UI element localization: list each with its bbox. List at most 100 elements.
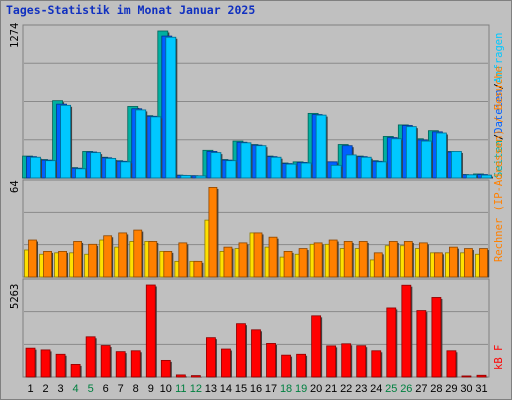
- bar-anfragen-day-20: [315, 114, 327, 179]
- bar-anfragen-day-18: [285, 163, 297, 179]
- bar-anfragen-day-14: [225, 160, 237, 179]
- day-label-6: 6: [103, 383, 109, 395]
- bar-besuche-day-31: [479, 248, 488, 278]
- bar-kb-f-day-18: [281, 354, 291, 378]
- bar-besuche-day-21: [328, 239, 338, 278]
- day-label-19: 19: [295, 383, 307, 395]
- bar-besuche-day-29: [449, 246, 458, 278]
- bar-kb-f-day-3: [55, 353, 66, 378]
- day-label-1: 1: [27, 383, 33, 395]
- bar-kb-f-day-28: [431, 297, 442, 378]
- bar-besuche-day-5: [88, 243, 98, 278]
- bar-anfragen-day-10: [165, 36, 177, 179]
- bar-kb-f-day-12: [190, 375, 201, 378]
- bar-besuche-day-23: [358, 241, 368, 278]
- bar-anfragen-day-13: [210, 152, 222, 179]
- bar-besuche-day-15: [238, 242, 248, 278]
- day-label-8: 8: [133, 383, 139, 395]
- day-label-28: 28: [430, 383, 442, 395]
- bar-kb-f-day-20: [311, 315, 322, 378]
- bar-besuche-day-8: [133, 229, 143, 278]
- bar-anfragen-day-28: [435, 132, 447, 179]
- bar-anfragen-day-16: [255, 145, 267, 179]
- day-label-16: 16: [250, 383, 262, 395]
- bar-anfragen-day-12: [195, 175, 207, 179]
- bar-besuche-day-1: [28, 239, 37, 278]
- bar-anfragen-day-23: [360, 156, 372, 179]
- bar-anfragen-day-8: [135, 109, 147, 179]
- bar-besuche-day-7: [118, 232, 128, 278]
- bar-anfragen-day-26: [405, 126, 417, 179]
- day-label-11: 11: [175, 383, 186, 395]
- bar-besuche-day-19: [298, 248, 308, 278]
- day-label-9: 9: [148, 383, 154, 395]
- day-label-13: 13: [205, 383, 217, 395]
- day-label-7: 7: [118, 383, 124, 395]
- bar-kb-f-day-21: [326, 345, 337, 378]
- bar-kb-f-day-7: [115, 351, 126, 378]
- right-legend-3: kB F: [493, 345, 505, 370]
- bar-besuche-day-4: [73, 241, 83, 278]
- day-label-25: 25: [385, 383, 397, 395]
- bar-kb-f-day-19: [296, 353, 306, 378]
- bar-anfragen-day-3: [60, 104, 71, 179]
- bar-besuche-day-22: [343, 241, 353, 278]
- panel2-max-label: 64: [9, 180, 21, 193]
- bar-besuche-day-10: [163, 251, 173, 278]
- bar-besuche-day-25: [388, 241, 398, 278]
- bar-besuche-day-12: [193, 260, 203, 278]
- day-label-20: 20: [310, 383, 322, 395]
- bar-kb-f-day-26: [401, 284, 412, 378]
- day-label-17: 17: [265, 383, 277, 395]
- bar-anfragen-day-17: [270, 156, 282, 179]
- bar-anfragen-day-11: [180, 175, 192, 179]
- bar-anfragen-day-31: [481, 174, 492, 179]
- bar-kb-f-day-13: [206, 337, 216, 378]
- day-label-15: 15: [235, 383, 247, 395]
- bar-besuche-day-16: [253, 232, 263, 278]
- bar-kb-f-day-10: [160, 359, 171, 378]
- day-label-2: 2: [42, 383, 48, 395]
- bar-besuche-day-11: [178, 242, 188, 278]
- bar-kb-f-day-17: [266, 343, 276, 378]
- bar-kb-f-day-8: [130, 350, 141, 378]
- bar-anfragen-day-6: [105, 157, 117, 179]
- day-label-12: 12: [190, 383, 202, 395]
- bar-anfragen-day-30: [466, 174, 477, 179]
- page-title: Tages-Statistik im Monat Januar 2025: [6, 3, 256, 17]
- bar-anfragen-day-4: [75, 168, 87, 179]
- day-label-22: 22: [340, 383, 352, 395]
- bar-anfragen-day-2: [45, 160, 56, 179]
- bar-anfragen-day-7: [120, 161, 132, 179]
- bar-besuche-day-30: [464, 248, 473, 278]
- day-label-29: 29: [445, 383, 457, 395]
- bar-kb-f-day-15: [236, 323, 246, 378]
- bar-besuche-day-18: [283, 251, 293, 278]
- legend-space: [493, 351, 505, 357]
- bar-kb-f-day-16: [251, 329, 261, 378]
- bar-besuche-day-6: [103, 235, 113, 278]
- day-label-30: 30: [460, 383, 472, 395]
- bar-kb-f-day-11: [175, 374, 186, 378]
- bar-kb-f-day-23: [356, 345, 367, 378]
- bar-anfragen-day-24: [375, 161, 387, 179]
- bar-besuche-day-20: [313, 242, 323, 278]
- bar-kb-f-day-24: [371, 350, 382, 378]
- bar-kb-f-day-22: [341, 343, 352, 378]
- bar-kb-f-day-9: [145, 284, 156, 378]
- bar-besuche-day-26: [403, 241, 413, 278]
- day-label-27: 27: [415, 383, 427, 395]
- bar-besuche-day-9: [148, 241, 158, 278]
- day-label-10: 10: [160, 383, 172, 395]
- bar-kb-f-day-6: [100, 345, 111, 378]
- bar-kb-f-day-5: [85, 336, 96, 378]
- bar-anfragen-day-29: [451, 151, 462, 179]
- bar-besuche-day-13: [208, 187, 218, 278]
- bar-anfragen-day-15: [240, 142, 252, 179]
- bar-kb-f-day-31: [476, 374, 487, 378]
- day-label-24: 24: [370, 383, 382, 395]
- day-label-26: 26: [400, 383, 412, 395]
- day-label-3: 3: [58, 383, 64, 395]
- legend-kb: kB: [493, 357, 505, 370]
- bar-kb-f-day-2: [40, 349, 51, 378]
